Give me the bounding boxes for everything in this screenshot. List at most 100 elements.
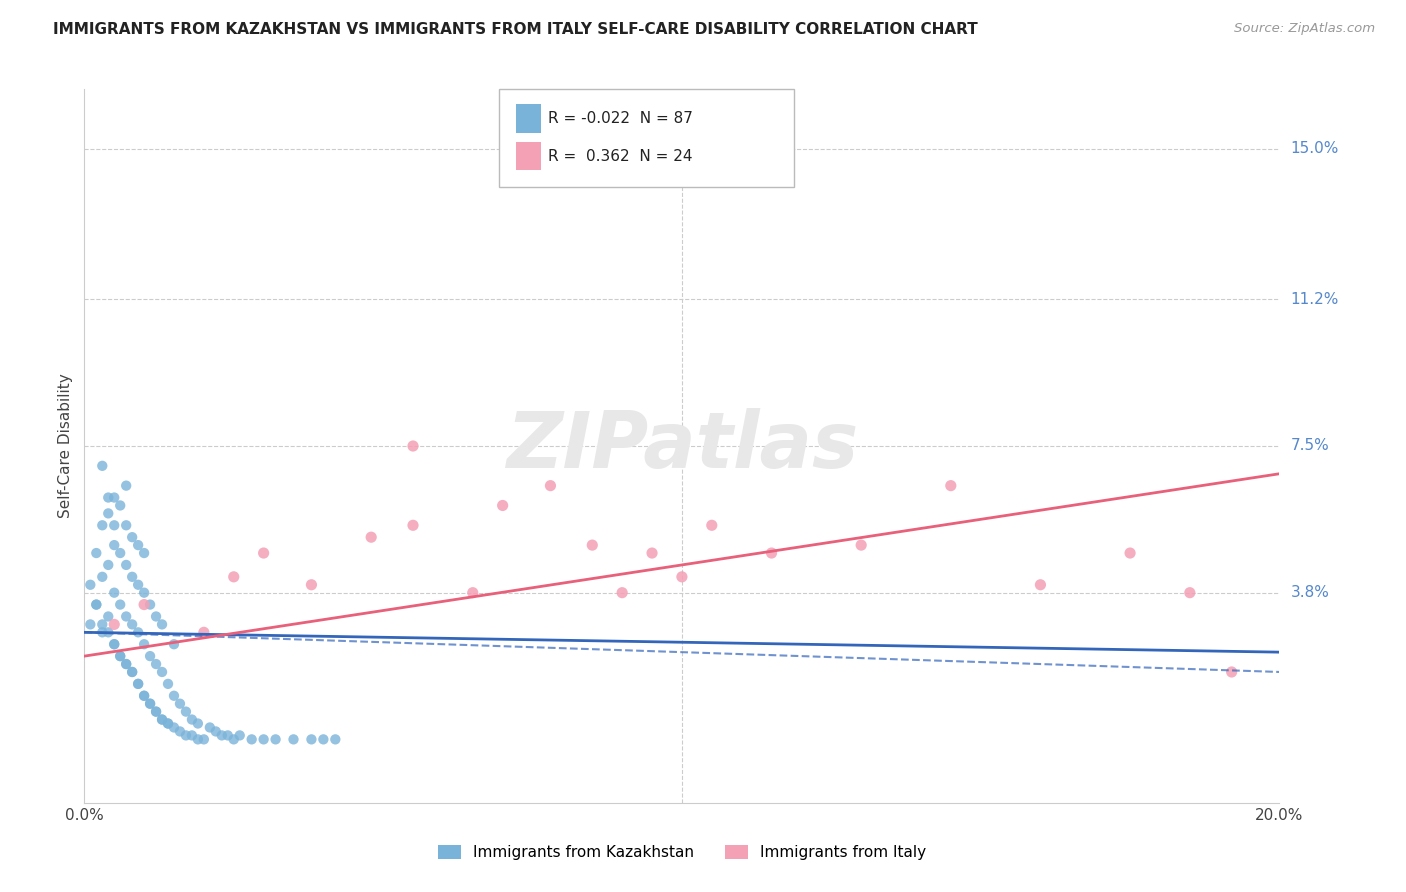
Point [283, 732, 305, 747]
Point [612, 585, 634, 599]
Point [103, 491, 125, 505]
Text: 11.2%: 11.2% [1291, 292, 1339, 307]
Point [939, 478, 962, 492]
Point [86, 598, 108, 612]
Text: 7.5%: 7.5% [1291, 439, 1329, 453]
Point [174, 705, 197, 719]
Point [127, 677, 149, 691]
Point [163, 689, 186, 703]
Point [139, 697, 162, 711]
Point [103, 617, 125, 632]
Point [217, 728, 239, 742]
Point [492, 499, 515, 513]
Point [264, 732, 287, 747]
Point [181, 728, 204, 742]
Point [1029, 578, 1052, 592]
Point [115, 657, 138, 671]
Point [110, 546, 132, 560]
Point [1220, 665, 1243, 679]
Point [91, 617, 114, 632]
Point [301, 578, 323, 592]
Point [187, 732, 209, 747]
Point [103, 637, 125, 651]
Point [240, 732, 263, 747]
Point [145, 657, 167, 671]
Point [132, 689, 156, 703]
Point [91, 458, 114, 473]
Point [157, 716, 180, 731]
Point [115, 609, 138, 624]
Point [169, 697, 191, 711]
Text: ZIPatlas: ZIPatlas [506, 408, 858, 484]
Point [198, 721, 221, 735]
Point [91, 625, 114, 640]
Point [139, 649, 162, 664]
Point [145, 705, 167, 719]
Point [253, 546, 276, 560]
Point [253, 732, 276, 747]
Point [1119, 546, 1142, 560]
Point [103, 637, 125, 651]
Point [121, 665, 143, 679]
Point [121, 617, 143, 632]
Point [761, 546, 783, 560]
Point [205, 724, 228, 739]
Point [110, 649, 132, 664]
Point [97, 625, 120, 640]
Point [700, 518, 723, 533]
Point [121, 530, 143, 544]
Point [103, 585, 125, 599]
Point [110, 499, 132, 513]
Point [1178, 585, 1201, 599]
Point [132, 637, 156, 651]
Point [163, 721, 186, 735]
Point [115, 518, 138, 533]
Point [851, 538, 873, 552]
Point [121, 570, 143, 584]
Point [132, 546, 156, 560]
Point [157, 677, 180, 691]
Text: R =  0.362  N = 24: R = 0.362 N = 24 [548, 149, 693, 163]
Point [86, 598, 108, 612]
Point [127, 677, 149, 691]
Point [150, 713, 173, 727]
Point [145, 705, 167, 719]
Point [115, 478, 138, 492]
Point [169, 724, 191, 739]
Point [402, 439, 425, 453]
Point [301, 732, 323, 747]
Text: 15.0%: 15.0% [1291, 141, 1339, 156]
Point [132, 585, 156, 599]
Y-axis label: Self-Care Disability: Self-Care Disability [58, 374, 73, 518]
Point [127, 538, 149, 552]
Point [91, 518, 114, 533]
Legend: Immigrants from Kazakhstan, Immigrants from Italy: Immigrants from Kazakhstan, Immigrants f… [432, 839, 932, 866]
Point [139, 598, 162, 612]
Point [150, 665, 173, 679]
Point [641, 546, 664, 560]
Text: Source: ZipAtlas.com: Source: ZipAtlas.com [1234, 22, 1375, 36]
Point [132, 598, 156, 612]
Point [103, 518, 125, 533]
Point [91, 570, 114, 584]
Point [150, 713, 173, 727]
Point [461, 585, 484, 599]
Point [110, 598, 132, 612]
Point [402, 518, 425, 533]
Point [581, 538, 603, 552]
Text: IMMIGRANTS FROM KAZAKHSTAN VS IMMIGRANTS FROM ITALY SELF-CARE DISABILITY CORRELA: IMMIGRANTS FROM KAZAKHSTAN VS IMMIGRANTS… [53, 22, 979, 37]
Point [97, 609, 120, 624]
Text: R = -0.022  N = 87: R = -0.022 N = 87 [548, 112, 693, 126]
Point [187, 716, 209, 731]
Point [97, 558, 120, 572]
Point [139, 697, 162, 711]
Point [115, 558, 138, 572]
Point [193, 732, 215, 747]
Point [97, 507, 120, 521]
Point [222, 570, 245, 584]
Point [79, 617, 101, 632]
Point [211, 728, 233, 742]
Point [163, 637, 186, 651]
Point [79, 578, 101, 592]
Point [360, 530, 382, 544]
